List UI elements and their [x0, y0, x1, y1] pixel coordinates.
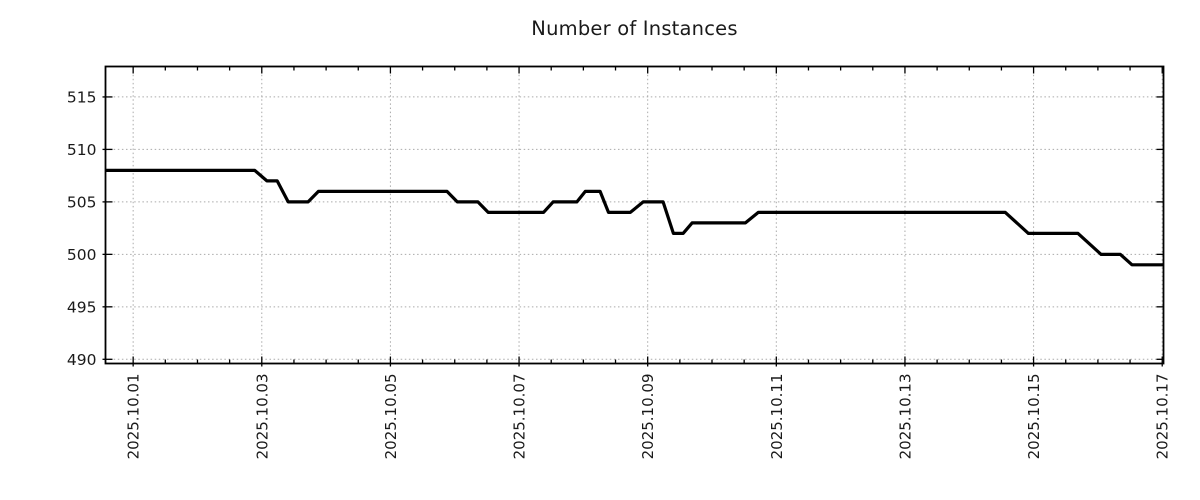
y-tick-label: 495 — [67, 298, 97, 316]
x-tick-label: 2025.10.13 — [896, 374, 914, 460]
x-tick-label: 2025.10.07 — [511, 374, 529, 460]
x-tick-label: 2025.10.17 — [1154, 374, 1172, 460]
x-tick-label: 2025.10.05 — [382, 374, 400, 460]
x-tick-label: 2025.10.01 — [125, 374, 143, 460]
x-tick-label: 2025.10.09 — [639, 374, 657, 460]
chart-title: Number of Instances — [531, 17, 738, 40]
data-series-line — [105, 168, 1164, 267]
x-tick-label: 2025.10.03 — [253, 374, 271, 460]
y-tick-label: 505 — [67, 193, 97, 211]
y-tick-label: 500 — [67, 246, 97, 264]
y-tick-label: 510 — [67, 141, 97, 159]
y-tick-label: 490 — [67, 351, 97, 369]
x-tick-label: 2025.10.11 — [768, 374, 786, 460]
x-tick-label: 2025.10.15 — [1025, 374, 1043, 460]
y-tick-label: 515 — [67, 88, 97, 106]
plot-border — [104, 65, 1165, 365]
